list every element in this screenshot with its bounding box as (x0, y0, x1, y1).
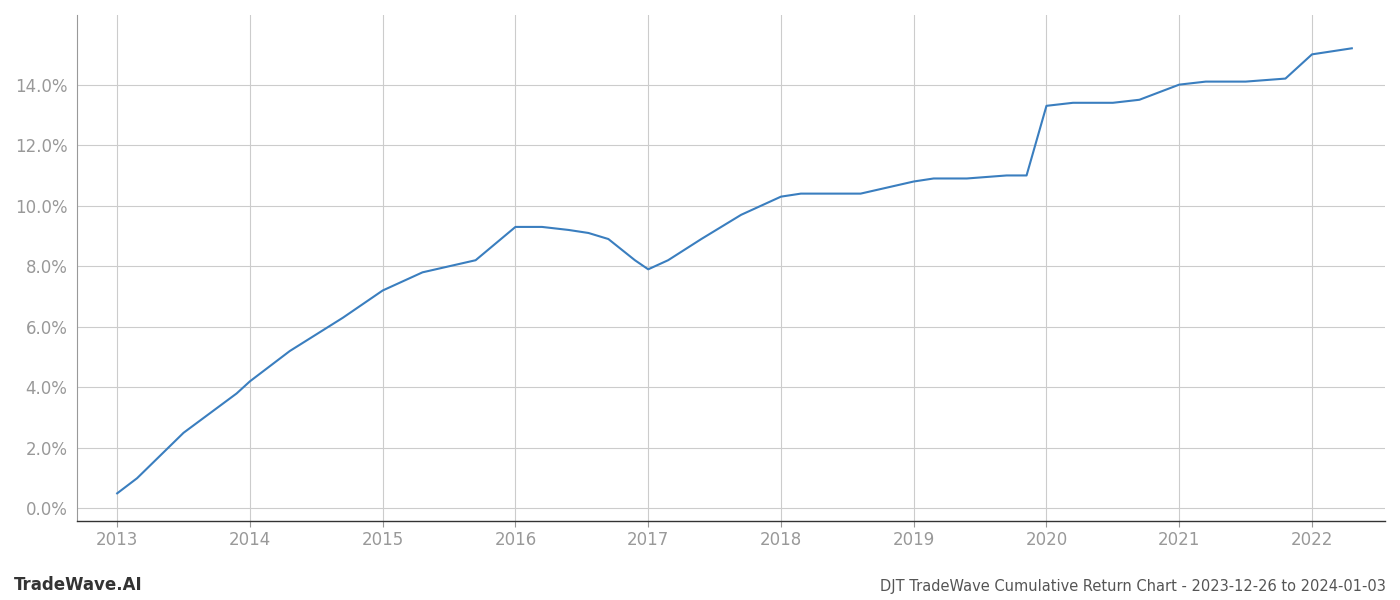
Text: TradeWave.AI: TradeWave.AI (14, 576, 143, 594)
Text: DJT TradeWave Cumulative Return Chart - 2023-12-26 to 2024-01-03: DJT TradeWave Cumulative Return Chart - … (881, 579, 1386, 594)
